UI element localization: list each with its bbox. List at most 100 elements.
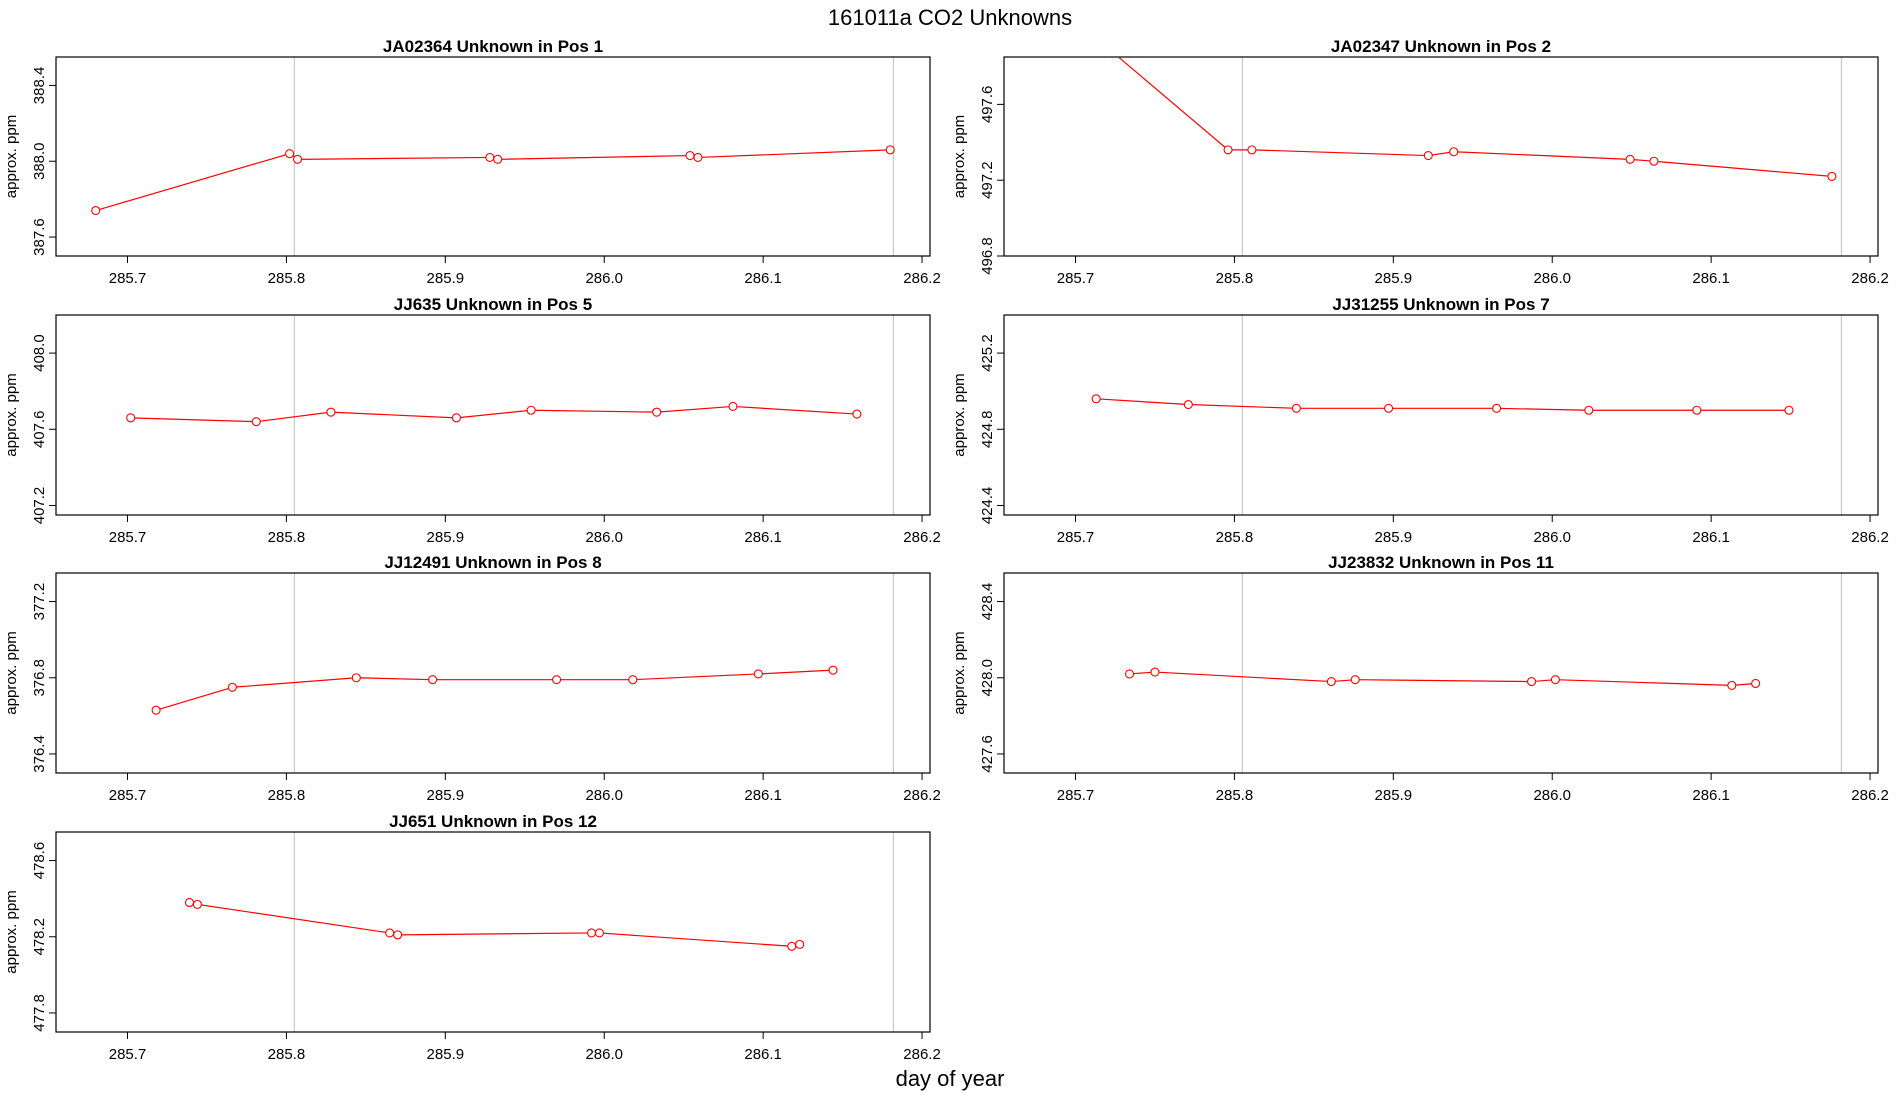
series-line-segment: [1154, 671, 1332, 683]
y-axis-label: approx. ppm: [3, 115, 20, 198]
data-point: [1784, 405, 1794, 415]
series-line-segment: [197, 903, 390, 934]
x-tick-label: 285.9: [427, 529, 465, 546]
y-tick-label: 387.6: [31, 218, 48, 256]
plot-frame: [1003, 572, 1879, 774]
data-point: [1550, 675, 1560, 685]
series-line-segment: [256, 411, 331, 423]
series: [184, 897, 805, 951]
x-tick-label: 286.0: [585, 529, 623, 546]
data-point: [1584, 405, 1594, 415]
x-tick-label: 285.8: [268, 787, 306, 804]
x-tick-label: 285.9: [1375, 529, 1413, 546]
plot-frame: [55, 314, 931, 516]
x-tick-label: 285.8: [1216, 270, 1254, 287]
data-point: [693, 152, 703, 162]
data-point: [652, 407, 662, 417]
x-tick-label: 285.8: [1216, 787, 1254, 804]
x-tick-label: 286.1: [744, 529, 782, 546]
series-line-segment: [297, 156, 490, 160]
series-line-segment: [1355, 679, 1532, 683]
data-point: [251, 417, 261, 427]
x-tick-label: 285.8: [268, 270, 306, 287]
y-tick-label: 377.2: [31, 583, 48, 621]
data-point: [728, 401, 738, 411]
series-line-segment: [397, 932, 592, 936]
x-tick-label: 285.9: [1375, 270, 1413, 287]
x-tick-label: 285.8: [1216, 529, 1254, 546]
x-tick-label: 286.2: [903, 529, 941, 546]
series-line-segment: [1188, 403, 1297, 409]
panel-6: JJ23832 Unknown in Pos 11 285.7 285.8 285.9…: [951, 553, 1889, 804]
figure-title: 161011a CO2 Unknowns: [828, 5, 1072, 30]
series-line-segment: [732, 405, 857, 415]
panel-2: JA02347 Unknown in Pos 2 285.7 285.8 285.9 2…: [951, 37, 1889, 287]
y-tick-label: 427.6: [979, 735, 996, 773]
series-line-segment: [656, 405, 733, 413]
data-point: [1103, 44, 1111, 52]
y-tick-label: 428.4: [979, 583, 996, 621]
data-point: [628, 675, 638, 685]
data-point: [828, 665, 838, 675]
y-axis-label: approx. ppm: [951, 115, 968, 198]
y-tick-label: 497.2: [979, 161, 996, 199]
series-line-segment: [1555, 679, 1732, 686]
data-point: [1727, 680, 1737, 690]
y-tick-label: 407.2: [31, 487, 48, 525]
y-tick-label: 478.6: [31, 842, 48, 880]
x-tick-label: 286.0: [1533, 787, 1571, 804]
data-point: [292, 154, 303, 164]
data-point: [1247, 145, 1257, 155]
x-tick-label: 286.1: [744, 787, 782, 804]
x-tick-label: 285.7: [109, 270, 147, 287]
series: [91, 145, 895, 216]
series-line-segment: [599, 932, 792, 947]
plot-frame: [1003, 56, 1879, 257]
data-point: [1827, 171, 1837, 181]
data-point: [184, 897, 195, 908]
y-tick-label: 424.8: [979, 411, 996, 449]
x-tick-label: 285.8: [268, 1046, 306, 1063]
series-line-segment: [1453, 151, 1631, 160]
x-tick-label: 286.2: [903, 1046, 941, 1063]
x-tick-label: 286.2: [1851, 787, 1889, 804]
series-line-segment: [531, 409, 657, 413]
series-line-segment: [95, 153, 290, 212]
panel-4: JJ31255 Unknown in Pos 7 285.7 285.8 285.9 2…: [951, 295, 1889, 546]
series-line-segment: [497, 154, 691, 160]
data-point: [594, 928, 605, 938]
data-point: [285, 149, 295, 159]
plot-frame: [55, 572, 931, 774]
panel-title: JJ635 Unknown in Pos 5: [394, 295, 592, 314]
data-point: [493, 154, 503, 164]
data-point: [385, 928, 395, 938]
data-point: [1291, 403, 1301, 413]
x-tick-label: 285.9: [1375, 787, 1413, 804]
x-tick-label: 286.0: [1533, 529, 1571, 546]
series-line-segment: [1496, 407, 1589, 411]
data-point: [1350, 675, 1360, 685]
data-point: [1492, 403, 1502, 413]
x-tick-label: 286.1: [1692, 529, 1730, 546]
series-line-segment: [232, 677, 357, 688]
data-point: [451, 413, 462, 423]
data-point: [1326, 677, 1336, 687]
data-point: [1384, 403, 1394, 413]
x-tick-label: 286.0: [585, 787, 623, 804]
plot-frame: [1003, 314, 1879, 516]
y-tick-label: 388.4: [31, 67, 48, 105]
plot-frame: [55, 831, 931, 1033]
panel-3: JJ635 Unknown in Pos 5 285.7 285.8 285.9 286…: [3, 295, 941, 546]
figure-x-axis-label: day of year: [896, 1066, 1005, 1091]
data-point: [586, 928, 597, 938]
data-point: [1527, 677, 1537, 687]
y-axis-label: approx. ppm: [3, 890, 20, 973]
data-point: [852, 409, 862, 419]
x-tick-label: 285.7: [109, 1046, 147, 1063]
x-tick-label: 286.2: [1851, 529, 1889, 546]
panels: JA02364 Unknown in Pos 1 285.7 285.8 285.9 2…: [3, 37, 1889, 1063]
y-axis-label: approx. ppm: [3, 631, 20, 714]
data-point: [151, 705, 161, 715]
data-point: [1625, 154, 1635, 164]
data-point: [753, 669, 763, 679]
